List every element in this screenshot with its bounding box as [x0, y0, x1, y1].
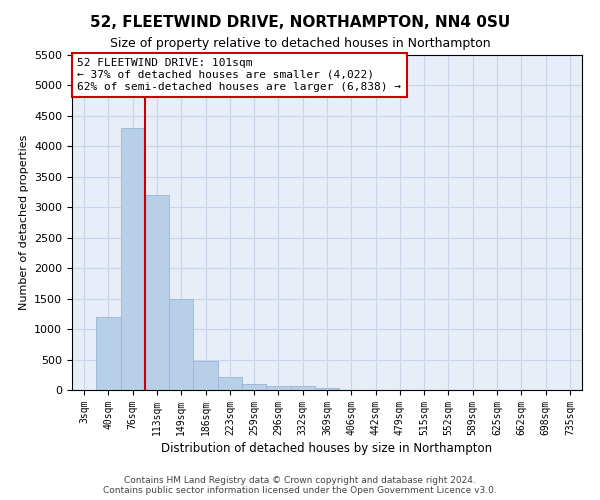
Text: 52 FLEETWIND DRIVE: 101sqm
← 37% of detached houses are smaller (4,022)
62% of s: 52 FLEETWIND DRIVE: 101sqm ← 37% of deta…: [77, 58, 401, 92]
Text: Size of property relative to detached houses in Northampton: Size of property relative to detached ho…: [110, 38, 490, 51]
Text: Contains HM Land Registry data © Crown copyright and database right 2024.
Contai: Contains HM Land Registry data © Crown c…: [103, 476, 497, 495]
Bar: [96, 317, 121, 390]
Bar: [193, 361, 218, 390]
Bar: [169, 298, 193, 390]
Bar: [290, 386, 315, 390]
X-axis label: Distribution of detached houses by size in Northampton: Distribution of detached houses by size …: [161, 442, 493, 455]
Bar: [266, 386, 290, 390]
Bar: [315, 388, 339, 390]
Bar: [145, 195, 169, 390]
Text: 52, FLEETWIND DRIVE, NORTHAMPTON, NN4 0SU: 52, FLEETWIND DRIVE, NORTHAMPTON, NN4 0S…: [90, 15, 510, 30]
Bar: [121, 128, 145, 390]
Y-axis label: Number of detached properties: Number of detached properties: [19, 135, 29, 310]
Bar: [218, 376, 242, 390]
Bar: [242, 384, 266, 390]
